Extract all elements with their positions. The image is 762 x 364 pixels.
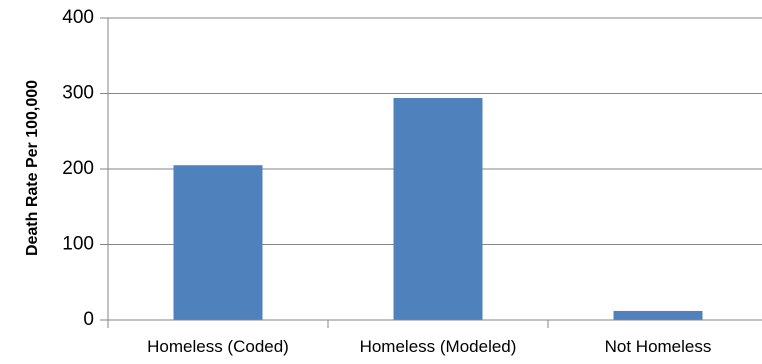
- x-axis-labels: Homeless (Coded) Homeless (Modeled) Not Ho…: [147, 337, 711, 356]
- x-category-label-3: Not Homeless: [605, 337, 712, 356]
- y-tick-label-400: 400: [62, 7, 94, 28]
- y-axis-ticks: 0 100 200 300 400: [62, 7, 108, 330]
- y-tick-label-300: 300: [62, 83, 94, 104]
- y-tick-label-100: 100: [62, 234, 94, 255]
- bar-2: [393, 98, 483, 320]
- x-category-label-1: Homeless (Coded): [147, 337, 289, 356]
- bars: [173, 98, 703, 320]
- bar-1: [173, 165, 263, 320]
- bar-3: [613, 310, 703, 320]
- y-axis-title: Death Rate Per 100,000: [24, 80, 41, 256]
- x-category-label-2: Homeless (Modeled): [360, 337, 517, 356]
- y-tick-label-0: 0: [83, 309, 94, 330]
- y-tick-label-200: 200: [62, 158, 94, 179]
